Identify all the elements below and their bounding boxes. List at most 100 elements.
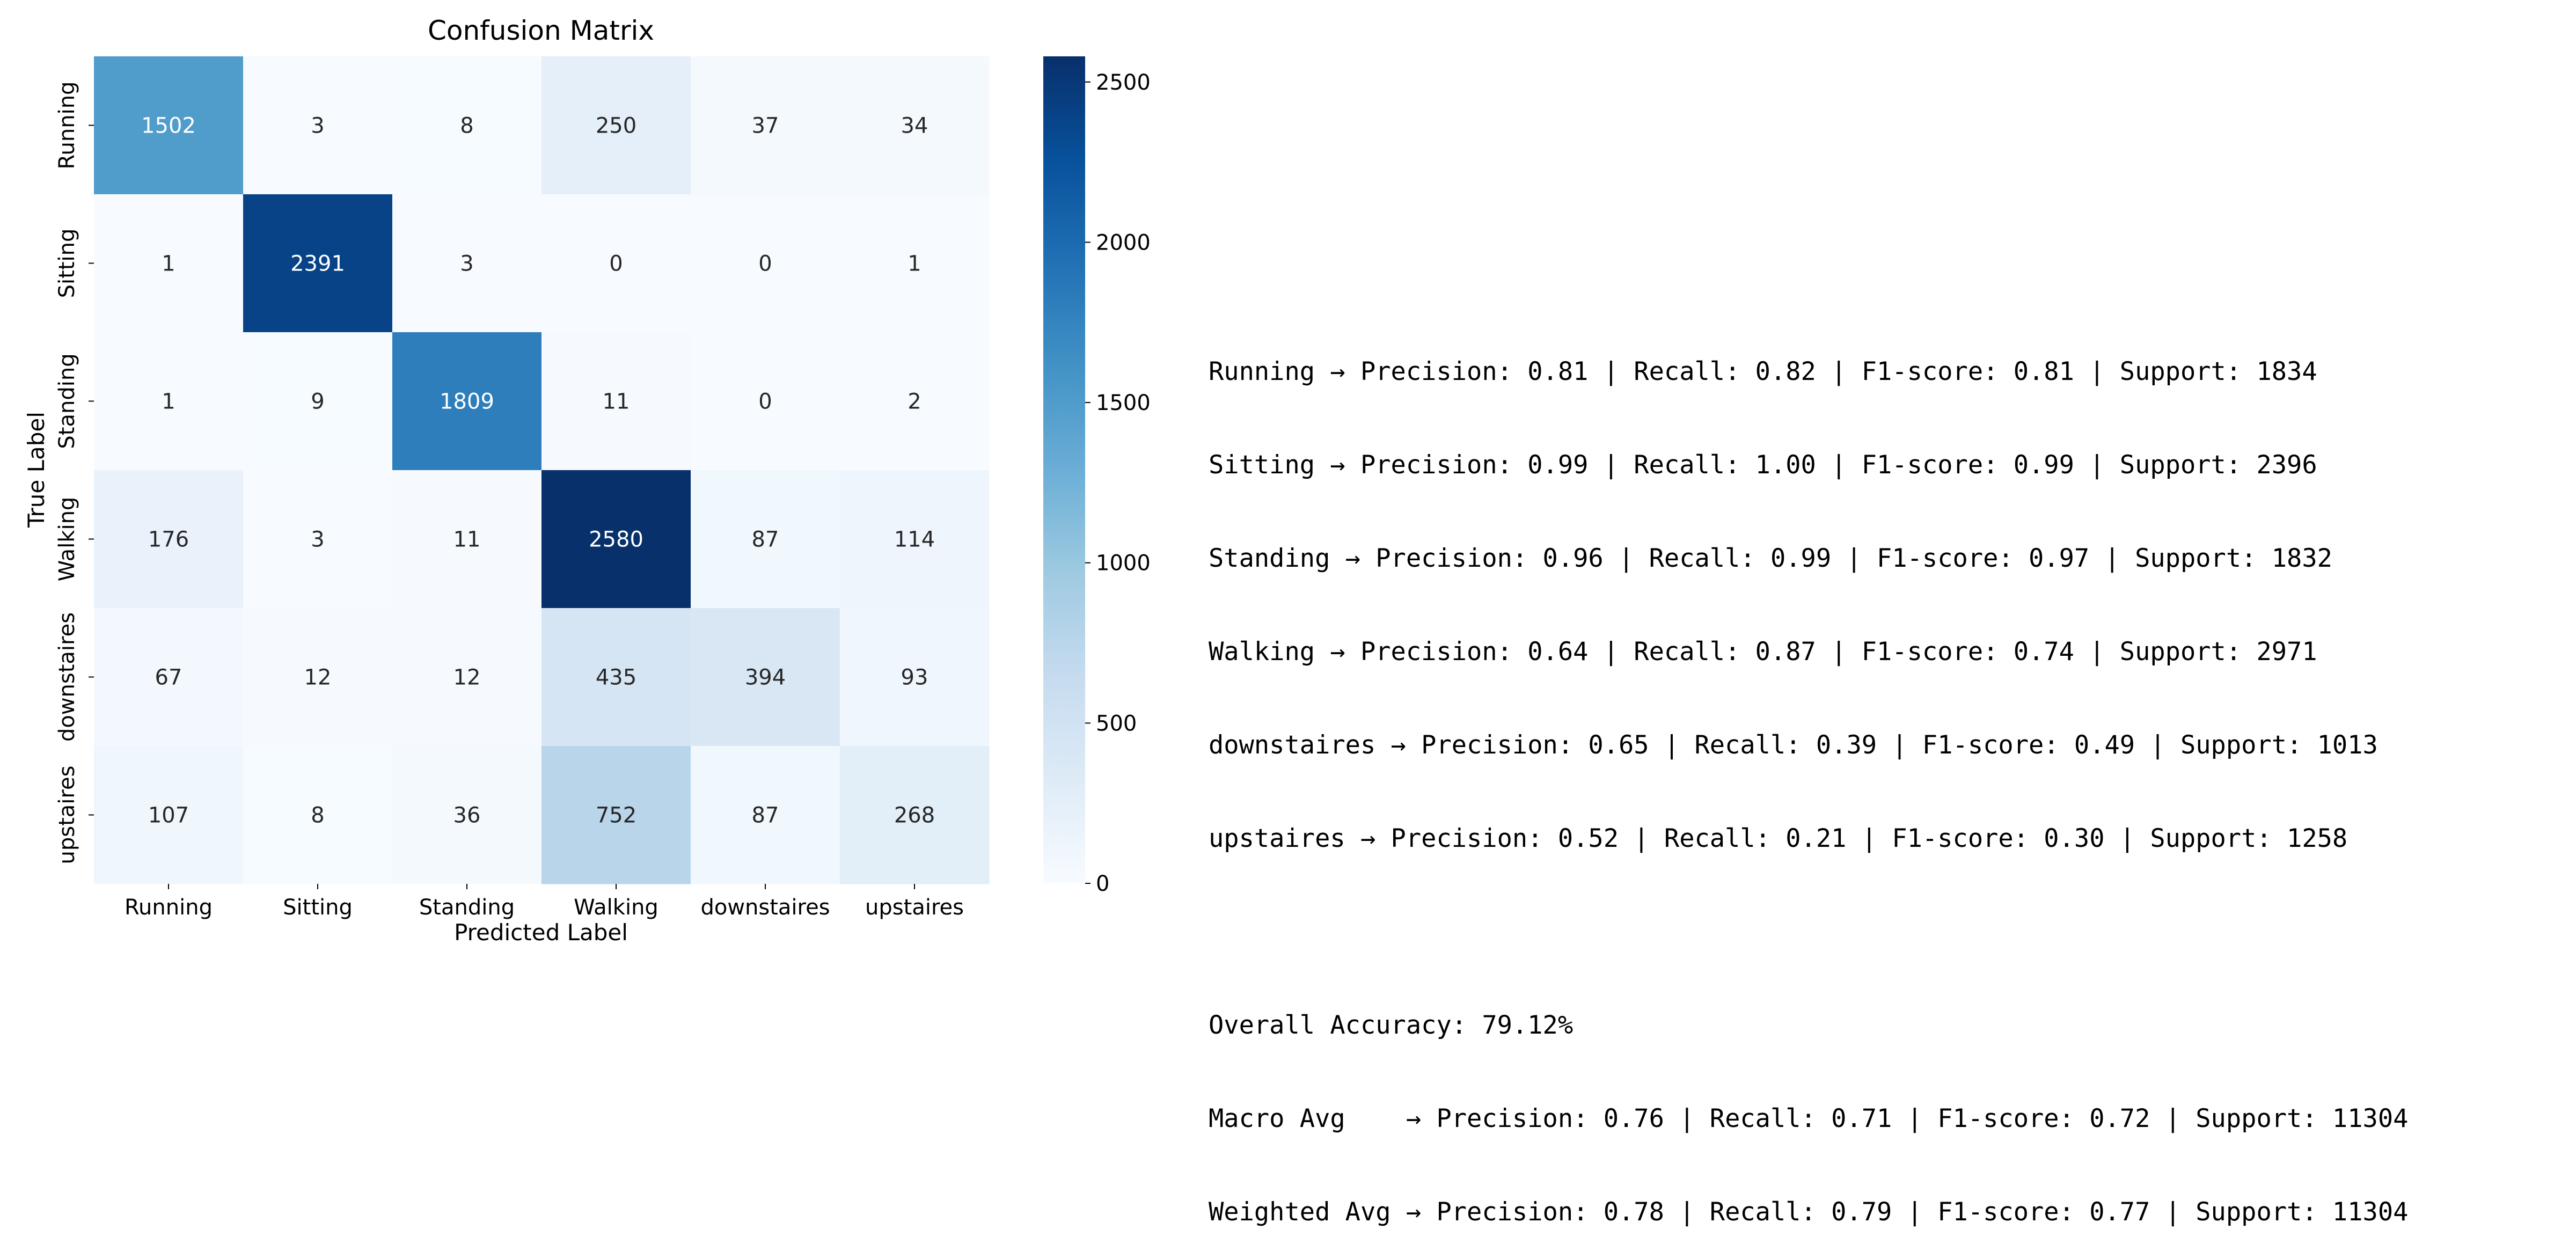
heatmap-cell xyxy=(840,332,990,471)
heatmap-cell-value: 1 xyxy=(162,252,175,276)
heatmap-cell-value: 2 xyxy=(908,390,921,414)
heatmap-cell xyxy=(94,746,244,884)
heatmap-cell xyxy=(541,56,691,195)
heatmap-cell xyxy=(243,746,393,884)
heatmap-cell xyxy=(392,470,542,609)
colorbar-tick-label: 500 xyxy=(1096,711,1137,736)
classification-report: Running → Precision: 0.81 | Recall: 0.82… xyxy=(1209,294,2408,1259)
heatmap-cell xyxy=(691,194,840,333)
heatmap-cell xyxy=(94,56,244,195)
heatmap-cell-value: 435 xyxy=(596,665,636,690)
y-axis-ticks: Running Sitting Standing Walking downstaires… xyxy=(55,82,94,865)
heatmap-cell xyxy=(392,332,542,471)
colorbar-tick-label: 1500 xyxy=(1096,391,1151,415)
heatmap-cell-value: 394 xyxy=(745,665,786,690)
report-line-upstaires: upstaires → Precision: 0.52 | Recall: 0.… xyxy=(1209,824,2348,853)
report-blank-line xyxy=(1209,917,2408,948)
heatmap-cell xyxy=(541,470,691,609)
heatmap-cell-value: 93 xyxy=(901,665,928,690)
heatmap-cell-value: 11 xyxy=(603,390,630,414)
heatmap-cell-value: 8 xyxy=(311,803,324,828)
heatmap-cell xyxy=(691,470,840,609)
colorbar-tick-label: 2000 xyxy=(1096,230,1151,255)
report-overall-accuracy: Overall Accuracy: 79.12% xyxy=(1209,1011,1574,1040)
heatmap-cell xyxy=(541,746,691,884)
heatmap-cell-value: 1809 xyxy=(440,390,494,414)
confusion-matrix-chart: Confusion Matrix 1502 3 8 250 37 341 2391 3 0 0 11… xyxy=(23,15,1151,946)
y-tick-label: downstaires xyxy=(55,612,79,742)
heatmap-cell-value: 12 xyxy=(453,665,481,690)
heatmap-cell-value: 11 xyxy=(453,528,481,552)
x-tick-label: Standing xyxy=(419,895,515,920)
heatmap-cell-value: 36 xyxy=(453,803,481,828)
heatmap-cell-value: 87 xyxy=(752,528,779,552)
heatmap-cell xyxy=(392,608,542,746)
report-line-running: Running → Precision: 0.81 | Recall: 0.82… xyxy=(1209,357,2317,386)
heatmap-cell-value: 1 xyxy=(162,390,175,414)
report-line-standing: Standing → Precision: 0.96 | Recall: 0.9… xyxy=(1209,544,2332,573)
heatmap-cell-value: 9 xyxy=(311,390,324,414)
heatmap-cell-value: 176 xyxy=(148,528,189,552)
x-tick-label: downstaires xyxy=(700,895,830,920)
heatmap-cell-value: 2391 xyxy=(290,252,345,276)
report-line-sitting: Sitting → Precision: 0.99 | Recall: 1.00… xyxy=(1209,450,2317,480)
heatmap-cell xyxy=(392,746,542,884)
colorbar-tick-label: 0 xyxy=(1096,872,1109,896)
heatmap-cell-value: 0 xyxy=(609,252,623,276)
heatmap-cell-value: 3 xyxy=(460,252,473,276)
heatmap-cell xyxy=(691,746,840,884)
colorbar-ticks: 0 500 1000 1500 2000 2500 xyxy=(1085,70,1151,896)
heatmap-cell-value: 752 xyxy=(596,803,636,828)
heatmap-cell xyxy=(94,608,244,746)
heatmap-cell-value: 114 xyxy=(894,528,935,552)
heatmap-cell-value: 3 xyxy=(311,528,324,552)
report-macro-avg: Macro Avg → Precision: 0.76 | Recall: 0.… xyxy=(1209,1104,2409,1133)
heatmap-cell-value: 2580 xyxy=(589,528,643,552)
heatmap-cell xyxy=(243,194,393,333)
heatmap-cell-value: 250 xyxy=(596,114,636,138)
heatmap-cells xyxy=(94,56,990,884)
x-tick-label: upstaires xyxy=(865,895,964,920)
heatmap-cell xyxy=(691,608,840,746)
heatmap-cell xyxy=(243,332,393,471)
heatmap-cell xyxy=(392,56,542,195)
heatmap-cell-value: 12 xyxy=(304,665,332,690)
x-tick-label: Walking xyxy=(574,895,658,920)
x-tick-label: Sitting xyxy=(283,895,353,920)
y-tick-label: upstaires xyxy=(55,766,79,865)
heatmap-cell-value: 34 xyxy=(901,114,928,138)
heatmap-cell-value: 3 xyxy=(311,114,324,138)
heatmap-cell-value: 107 xyxy=(148,803,189,828)
colorbar-tick-label: 1000 xyxy=(1096,551,1151,576)
heatmap-cell-value: 8 xyxy=(460,114,473,138)
heatmap-cell xyxy=(243,56,393,195)
heatmap-cell xyxy=(840,746,990,884)
chart-title: Confusion Matrix xyxy=(428,15,654,46)
y-axis-label: True Label xyxy=(23,412,49,528)
heatmap-cell xyxy=(94,332,244,471)
heatmap-cell xyxy=(392,194,542,333)
heatmap-cell xyxy=(94,194,244,333)
report-line-downstaires: downstaires → Precision: 0.65 | Recall: … xyxy=(1209,730,2378,760)
heatmap-cell xyxy=(94,470,244,609)
heatmap-cell-value: 67 xyxy=(155,665,182,690)
x-axis-label: Predicted Label xyxy=(454,919,628,946)
report-line-walking: Walking → Precision: 0.64 | Recall: 0.87… xyxy=(1209,637,2317,667)
heatmap-cell-value: 0 xyxy=(758,252,772,276)
heatmap-cell-value: 268 xyxy=(894,803,935,828)
heatmap-cell-value: 1 xyxy=(908,252,921,276)
heatmap-cell-value: 1502 xyxy=(141,114,196,138)
heatmap-cell xyxy=(691,332,840,471)
heatmap-cell xyxy=(840,56,990,195)
heatmap-cell xyxy=(243,608,393,746)
x-tick-label: Running xyxy=(125,895,213,920)
colorbar xyxy=(1043,56,1085,883)
heatmap-cell xyxy=(840,194,990,333)
heatmap-cell xyxy=(541,332,691,471)
heatmap-cell xyxy=(691,56,840,195)
x-axis-ticks: Running Sitting Standing Walking downstaires… xyxy=(125,884,964,920)
heatmap-cell xyxy=(840,470,990,609)
report-weighted-avg: Weighted Avg → Precision: 0.78 | Recall:… xyxy=(1209,1197,2409,1227)
heatmap-cell-value: 0 xyxy=(758,390,772,414)
